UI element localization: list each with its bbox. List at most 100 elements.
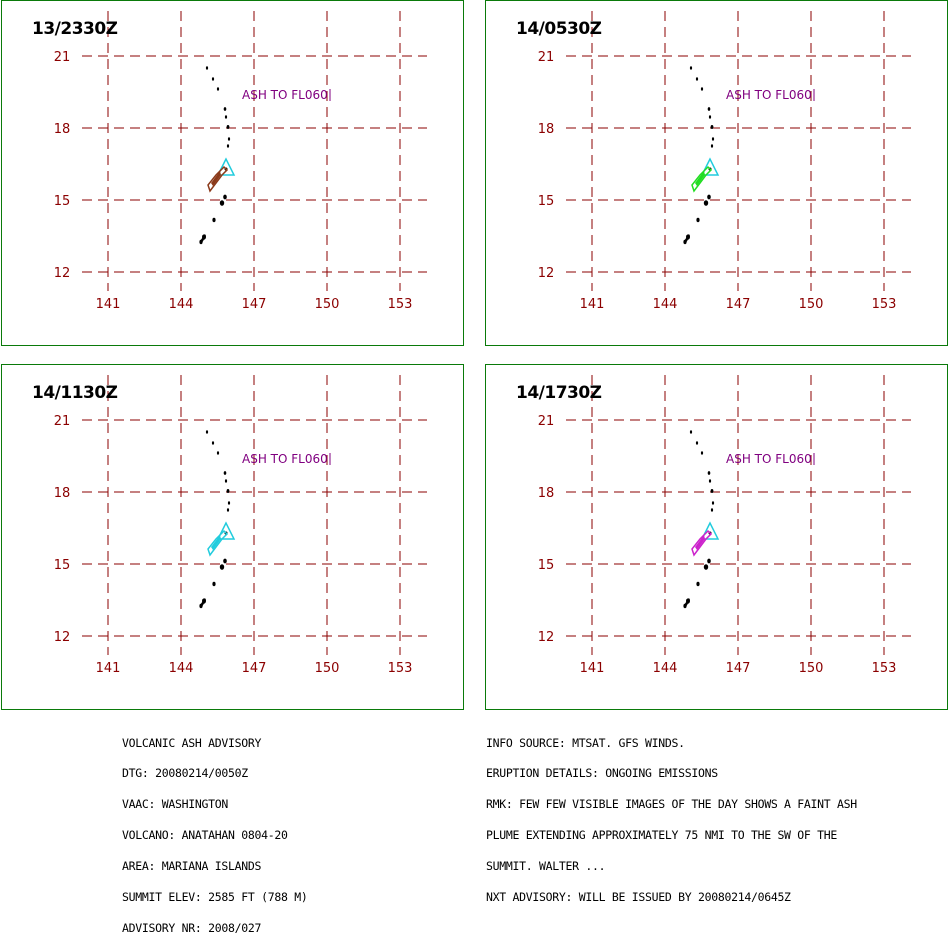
map-canvas-2: 21 18 15 12 141 144 147 150 153 ASH TO FL060: [538, 11, 911, 312]
advisory-line: ADVISORY NR: 2008/027: [122, 920, 262, 935]
longitude-label: 141: [96, 297, 121, 312]
island: [205, 430, 209, 434]
latitude-label: 18: [538, 486, 555, 501]
island: [223, 558, 227, 564]
island: [703, 200, 709, 206]
island: [707, 194, 711, 200]
latitude-label: 21: [538, 414, 555, 429]
advisory-line: RMK: FEW FEW VISIBLE IMAGES OF THE DAY S…: [486, 797, 857, 812]
longitude-label: 147: [726, 297, 751, 312]
longitude-label: 150: [799, 297, 824, 312]
latitude-label: 15: [54, 194, 71, 209]
map-canvas-1: 21 18 15 12 141 144 147 150 153 ASH TO FL060: [54, 11, 427, 312]
longitude-label: 147: [242, 661, 267, 676]
island: [216, 451, 220, 455]
island: [227, 501, 231, 505]
latitude-label: 15: [538, 194, 555, 209]
panel-time-label: 13/2330Z: [32, 19, 118, 39]
advisory-remarks-block: INFO SOURCE: MTSAT. GFS WINDS. ERUPTION …: [486, 717, 857, 913]
island: [226, 144, 230, 148]
advisory-line: AREA: MARIANA ISLANDS: [122, 859, 262, 874]
ash-plume-polygon: [207, 529, 229, 557]
panel-time-label: 14/1730Z: [516, 383, 602, 403]
ash-altitude-annotation: ASH TO FL060: [726, 88, 812, 102]
island: [219, 564, 225, 570]
latitude-label: 12: [538, 266, 555, 281]
volcano-marker-icon: [216, 521, 236, 540]
longitude-label: 141: [580, 297, 605, 312]
longitude-label: 147: [242, 297, 267, 312]
island: [707, 107, 711, 111]
island: [223, 471, 227, 475]
island-guam: [684, 234, 690, 243]
island: [226, 508, 230, 512]
island: [707, 471, 711, 475]
latitude-label: 12: [538, 630, 555, 645]
advisory-line: ERUPTION DETAILS: ONGOING EMISSIONS: [486, 766, 718, 781]
latitude-label: 18: [54, 122, 71, 137]
island: [710, 489, 714, 493]
island: [226, 125, 230, 129]
advisory-line: DTG: 20080214/0050Z: [122, 766, 248, 781]
ash-plume-fill: [211, 535, 221, 550]
advisory-line: VAAC: WASHINGTON: [122, 797, 228, 812]
island: [224, 479, 228, 483]
island: [700, 87, 704, 91]
forecast-panel-4: 21 18 15 12 141 144 147 150 153 ASH TO FL060 14/1…: [485, 364, 948, 710]
island: [227, 137, 231, 141]
longitude-label: 153: [388, 661, 413, 676]
island: [708, 115, 712, 119]
map-canvas-4: 21 18 15 12 141 144 147 150 153 ASH TO FL060: [538, 375, 911, 676]
longitude-label: 147: [726, 661, 751, 676]
island-guam: [684, 598, 690, 607]
advisory-line: INFO SOURCE: MTSAT. GFS WINDS.: [486, 735, 685, 750]
advisory-line: VOLCANIC ASH ADVISORY: [122, 735, 262, 750]
longitude-label: 150: [315, 297, 340, 312]
advisory-line: SUMMIT ELEV: 2585 FT (788 M): [122, 890, 308, 905]
longitude-label: 144: [169, 297, 194, 312]
island: [695, 441, 699, 445]
latitude-label: 18: [538, 122, 555, 137]
latitude-label: 12: [54, 630, 71, 645]
ash-altitude-annotation: ASH TO FL060: [242, 452, 328, 466]
island: [223, 194, 227, 200]
longitude-label: 150: [315, 661, 340, 676]
forecast-panel-1: 21 18 15 12 141 144 147 150 153 ASH TO FL060 13/2…: [1, 0, 464, 346]
latitude-label: 15: [54, 558, 71, 573]
latitude-label: 12: [54, 266, 71, 281]
island: [696, 217, 700, 223]
island: [711, 501, 715, 505]
island: [710, 144, 714, 148]
island: [212, 581, 216, 587]
longitude-label: 141: [580, 661, 605, 676]
panel-time-label: 14/1130Z: [32, 383, 118, 403]
longitude-label: 150: [799, 661, 824, 676]
island: [708, 479, 712, 483]
island: [707, 558, 711, 564]
ash-altitude-annotation: ASH TO FL060: [726, 452, 812, 466]
latitude-label: 21: [54, 50, 71, 65]
advisory-line: VOLCANO: ANATAHAN 0804-20: [122, 828, 288, 843]
ash-plume-fill: [695, 535, 705, 550]
volcano-marker-icon: [700, 157, 720, 176]
island: [211, 77, 215, 81]
ash-plume-fill: [695, 171, 705, 186]
island: [226, 489, 230, 493]
island: [711, 137, 715, 141]
advisory-line: SUMMIT. WALTER ...: [486, 859, 606, 874]
advisory-line: PLUME EXTENDING APPROXIMATELY 75 NMI TO …: [486, 828, 838, 843]
latitude-label: 21: [54, 414, 71, 429]
longitude-label: 153: [872, 661, 897, 676]
ash-plume-polygon: [691, 529, 713, 557]
island: [703, 564, 709, 570]
island: [223, 107, 227, 111]
ash-plume-polygon: [207, 165, 229, 193]
ash-plume-fill: [211, 171, 221, 186]
map-canvas-3: 21 18 15 12 141 144 147 150 153 ASH TO FL060: [54, 375, 427, 676]
island: [212, 217, 216, 223]
longitude-label: 144: [653, 297, 678, 312]
island-guam: [200, 234, 206, 243]
advisory-line: NXT ADVISORY: WILL BE ISSUED BY 20080214…: [486, 890, 791, 905]
advisory-header-block: VOLCANIC ASH ADVISORY DTG: 20080214/0050…: [122, 717, 308, 944]
panel-time-label: 14/0530Z: [516, 19, 602, 39]
